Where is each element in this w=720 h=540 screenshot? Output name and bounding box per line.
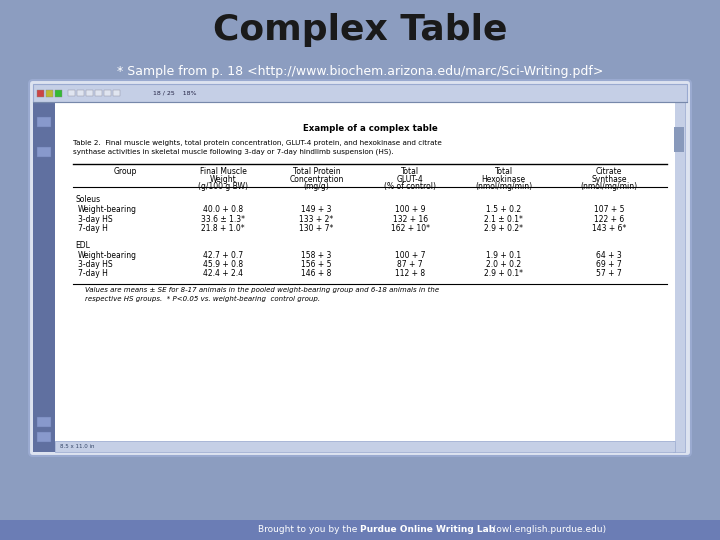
Text: 162 + 10*: 162 + 10*	[390, 224, 430, 233]
Text: 149 + 3: 149 + 3	[301, 205, 332, 214]
Text: 8.5 x 11.0 in: 8.5 x 11.0 in	[60, 444, 94, 449]
Text: 18 / 25    18%: 18 / 25 18%	[153, 91, 197, 96]
Bar	[37, 417, 51, 427]
Text: Weight-bearing: Weight-bearing	[78, 205, 137, 214]
Text: 7-day H: 7-day H	[78, 224, 108, 233]
Text: Group: Group	[113, 167, 137, 176]
Text: 112 + 8: 112 + 8	[395, 269, 425, 279]
Text: Values are means ± SE for 8-17 animals in the pooled weight-bearing group and 6-: Values are means ± SE for 8-17 animals i…	[85, 287, 439, 302]
Text: Purdue Online Writing Lab: Purdue Online Writing Lab	[360, 525, 495, 535]
Text: Total Protein: Total Protein	[293, 167, 341, 176]
Text: Soleus: Soleus	[75, 195, 100, 204]
Text: 21.8 + 1.0*: 21.8 + 1.0*	[201, 224, 245, 233]
Bar	[673, 102, 685, 452]
Bar	[37, 90, 44, 97]
Text: 146 + 8: 146 + 8	[302, 269, 332, 279]
Text: 57 + 7: 57 + 7	[596, 269, 622, 279]
Text: 64 + 3: 64 + 3	[596, 251, 622, 260]
Bar	[46, 90, 53, 97]
Text: Weight: Weight	[210, 174, 236, 184]
Text: (nmol/mg/min): (nmol/mg/min)	[475, 182, 532, 191]
Text: Example of a complex table: Example of a complex table	[302, 124, 437, 133]
Text: 42.7 + 0.7: 42.7 + 0.7	[203, 251, 243, 260]
Text: Table 2.  Final muscle weights, total protein concentration, GLUT-4 protein, and: Table 2. Final muscle weights, total pro…	[73, 140, 442, 155]
Text: * Sample from p. 18 <http://www.biochem.arizona.edu/marc/Sci-Writing.pdf>: * Sample from p. 18 <http://www.biochem.…	[117, 65, 603, 78]
Text: 1.5 + 0.2: 1.5 + 0.2	[486, 205, 521, 214]
Text: 143 + 6*: 143 + 6*	[592, 224, 626, 233]
Bar	[113, 90, 120, 96]
Bar	[95, 90, 102, 96]
Text: Total: Total	[401, 167, 419, 176]
Text: 122 + 6: 122 + 6	[594, 214, 624, 224]
Text: 3-day HS: 3-day HS	[78, 260, 112, 269]
Text: Concentration: Concentration	[289, 174, 343, 184]
Bar	[55, 90, 62, 97]
Text: 2.1 ± 0.1*: 2.1 ± 0.1*	[485, 214, 523, 224]
Text: 2.0 + 0.2: 2.0 + 0.2	[486, 260, 521, 269]
Text: Brought to you by the: Brought to you by the	[258, 525, 360, 535]
Bar	[674, 127, 684, 152]
Bar	[86, 90, 93, 96]
Bar	[55, 102, 675, 441]
Text: 3-day HS: 3-day HS	[78, 214, 112, 224]
Bar	[0, 520, 720, 540]
Text: (nmol/mg/min): (nmol/mg/min)	[580, 182, 638, 191]
Text: 100 + 7: 100 + 7	[395, 251, 426, 260]
Text: 130 + 7*: 130 + 7*	[300, 224, 334, 233]
Text: Weight-bearing: Weight-bearing	[78, 251, 137, 260]
Text: 1.9 + 0.1: 1.9 + 0.1	[486, 251, 521, 260]
Text: (% of control): (% of control)	[384, 182, 436, 191]
Text: 69 + 7: 69 + 7	[596, 260, 622, 269]
Bar	[37, 117, 51, 127]
Text: 100 + 9: 100 + 9	[395, 205, 426, 214]
Bar	[55, 441, 675, 452]
Bar	[68, 90, 75, 96]
Text: GLUT-4: GLUT-4	[397, 174, 423, 184]
Text: 2.9 + 0.2*: 2.9 + 0.2*	[484, 224, 523, 233]
Text: 87 + 7: 87 + 7	[397, 260, 423, 269]
Text: (owl.english.purdue.edu): (owl.english.purdue.edu)	[490, 525, 606, 535]
Text: 40.0 + 0.8: 40.0 + 0.8	[203, 205, 243, 214]
Text: (g/100 g BW): (g/100 g BW)	[198, 182, 248, 191]
Bar	[104, 90, 111, 96]
Text: 33.6 ± 1.3*: 33.6 ± 1.3*	[201, 214, 245, 224]
Text: 158 + 3: 158 + 3	[302, 251, 332, 260]
Bar	[33, 102, 55, 452]
Text: 45.9 + 0.8: 45.9 + 0.8	[203, 260, 243, 269]
Text: Synthase: Synthase	[591, 174, 627, 184]
Text: 156 + 5: 156 + 5	[301, 260, 332, 269]
Text: Complex Table: Complex Table	[212, 13, 508, 47]
FancyBboxPatch shape	[29, 80, 691, 456]
Text: EDL: EDL	[75, 240, 90, 249]
Text: 132 + 16: 132 + 16	[392, 214, 428, 224]
Text: 107 + 5: 107 + 5	[594, 205, 624, 214]
Text: 2.9 + 0.1*: 2.9 + 0.1*	[484, 269, 523, 279]
Text: Citrate: Citrate	[596, 167, 622, 176]
Text: 7-day H: 7-day H	[78, 269, 108, 279]
Text: 133 + 2*: 133 + 2*	[300, 214, 333, 224]
Text: Final Muscle: Final Muscle	[199, 167, 246, 176]
Bar	[37, 432, 51, 442]
Text: (mg/g): (mg/g)	[304, 182, 330, 191]
Bar	[77, 90, 84, 96]
Bar	[33, 84, 687, 102]
Text: Hexokinase: Hexokinase	[482, 174, 526, 184]
Text: 42.4 + 2.4: 42.4 + 2.4	[203, 269, 243, 279]
Text: Total: Total	[495, 167, 513, 176]
Bar	[37, 147, 51, 157]
